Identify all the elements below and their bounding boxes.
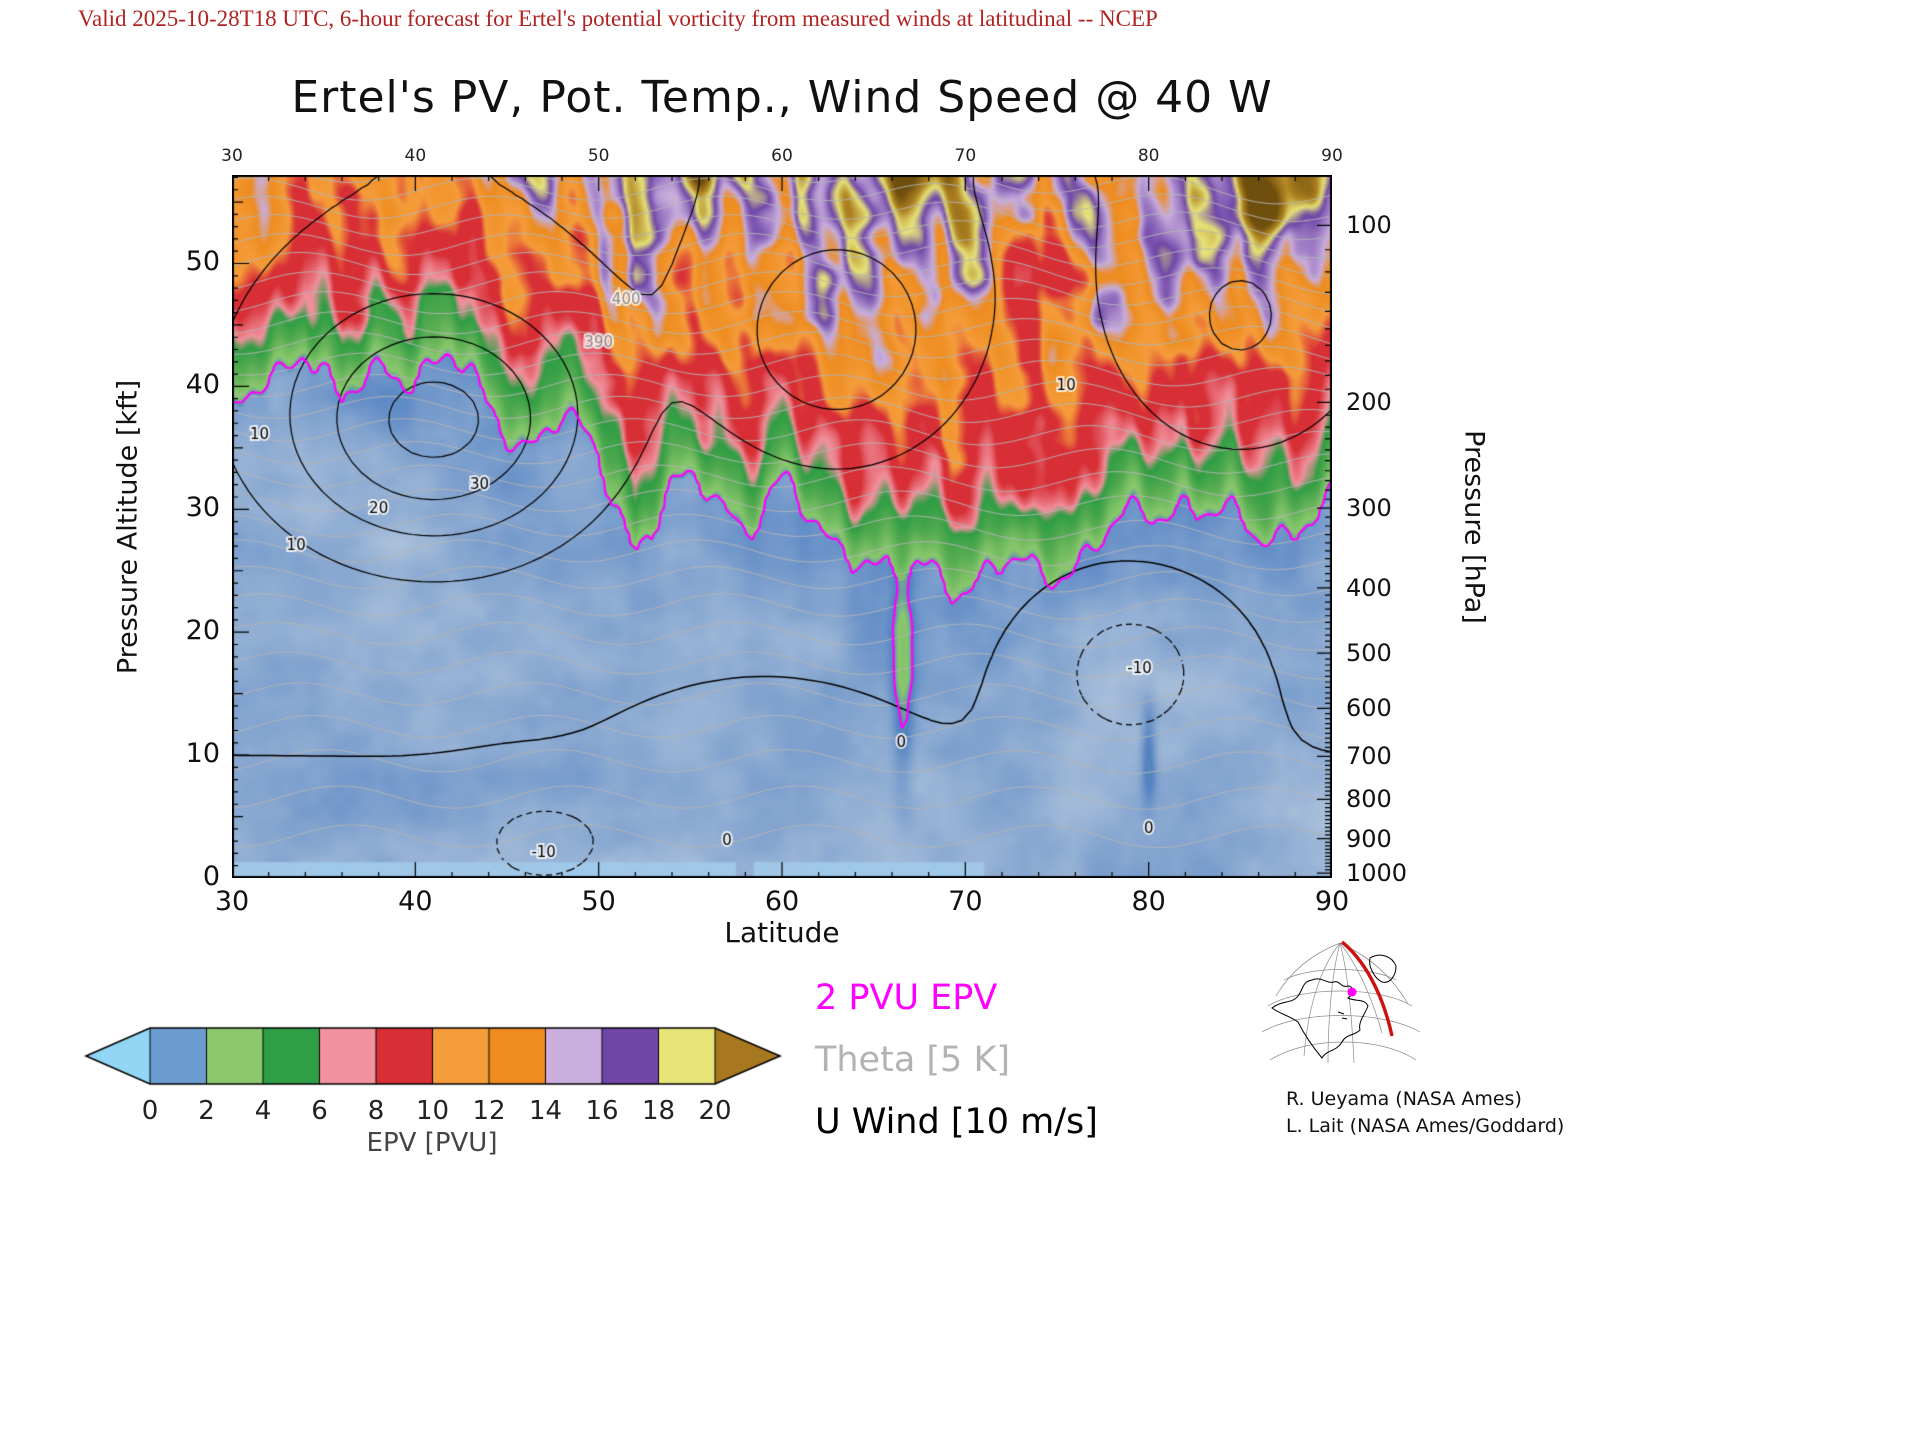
tick-label: 40	[185, 369, 220, 401]
y-axis-label-left: Pressure Altitude [kft]	[112, 379, 144, 675]
tick-label: 400	[1346, 573, 1392, 602]
colorbar-tick-label: 4	[254, 1096, 272, 1126]
tick-label: 50	[185, 246, 220, 278]
tick-label: 500	[1346, 639, 1392, 668]
credit-line-2: L. Lait (NASA Ames/Goddard)	[1286, 1115, 1565, 1137]
tick-label: 40	[398, 886, 433, 917]
location-marker	[1347, 987, 1357, 997]
colorbar-tick-label: 8	[367, 1096, 385, 1126]
coastline	[1271, 954, 1397, 1059]
tick-label: 300	[1346, 494, 1392, 523]
tick-label: 1000	[1346, 859, 1408, 888]
colorbar-tick-label: 14	[528, 1096, 563, 1126]
legend-uwind: U Wind [10 m/s]	[815, 1102, 1098, 1142]
legend: 2 PVU EPV Theta [5 K] U Wind [10 m/s]	[815, 978, 1098, 1164]
tick-label: 60	[764, 886, 800, 917]
y-axis-label-right: Pressure [hPa]	[1458, 430, 1490, 624]
tick-label: 50	[581, 886, 616, 917]
colorbar-tick-label: 12	[472, 1096, 506, 1126]
tick-label: 90	[1321, 146, 1343, 166]
tick-label: 800	[1346, 785, 1392, 814]
colorbar-tick-label: 6	[311, 1096, 328, 1126]
colorbar-tick-label: 16	[585, 1096, 619, 1126]
tick-label: 40	[404, 146, 427, 166]
tick-label: 30	[214, 886, 250, 917]
tick-label: 70	[954, 146, 977, 166]
credits: R. Ueyama (NASA Ames) L. Lait (NASA Ames…	[1286, 1086, 1564, 1140]
tick-label: 90	[1314, 886, 1350, 917]
tick-label: 80	[1131, 886, 1166, 917]
tick-label: 600	[1346, 694, 1392, 723]
tick-label: 900	[1346, 824, 1392, 853]
colorbar-tick-label: 2	[198, 1096, 215, 1126]
tick-label: 700	[1346, 742, 1392, 771]
colorbar-tick-label: 18	[641, 1096, 676, 1126]
epv-field-canvas	[232, 175, 1332, 878]
tick-label: 200	[1346, 388, 1392, 417]
tick-label: 60	[771, 146, 793, 166]
plot-title: Ertel's PV, Pot. Temp., Wind Speed @ 40 …	[291, 72, 1273, 123]
tick-label: 0	[202, 860, 220, 892]
colorbar-tick-label: 20	[698, 1096, 732, 1126]
valid-time-header: Valid 2025-10-28T18 UTC, 6-hour forecast…	[78, 6, 1158, 31]
tick-label: 50	[587, 146, 610, 166]
colorbar-tick-label: 0	[141, 1096, 159, 1126]
tick-label: 20	[185, 615, 220, 647]
inset-map	[1261, 940, 1421, 1064]
tick-label: 10	[185, 738, 220, 770]
tick-label: 100	[1346, 211, 1392, 240]
tick-label: 80	[1137, 146, 1160, 166]
tick-label: 70	[948, 886, 983, 917]
tick-label: 30	[185, 492, 220, 524]
colorbar	[78, 1022, 788, 1090]
tick-label: 30	[221, 146, 243, 166]
legend-epv-contour: 2 PVU EPV	[815, 978, 998, 1018]
cross-section-plot	[232, 175, 1332, 878]
credit-line-1: R. Ueyama (NASA Ames)	[1286, 1088, 1522, 1110]
colorbar-caption: EPV [PVU]	[366, 1128, 498, 1158]
x-axis-label: Latitude	[724, 916, 840, 949]
legend-theta: Theta [5 K]	[815, 1040, 1011, 1080]
colorbar-tick-label: 10	[415, 1096, 450, 1126]
graticule	[1261, 942, 1421, 1064]
meridian-40w-line	[1340, 940, 1394, 1037]
